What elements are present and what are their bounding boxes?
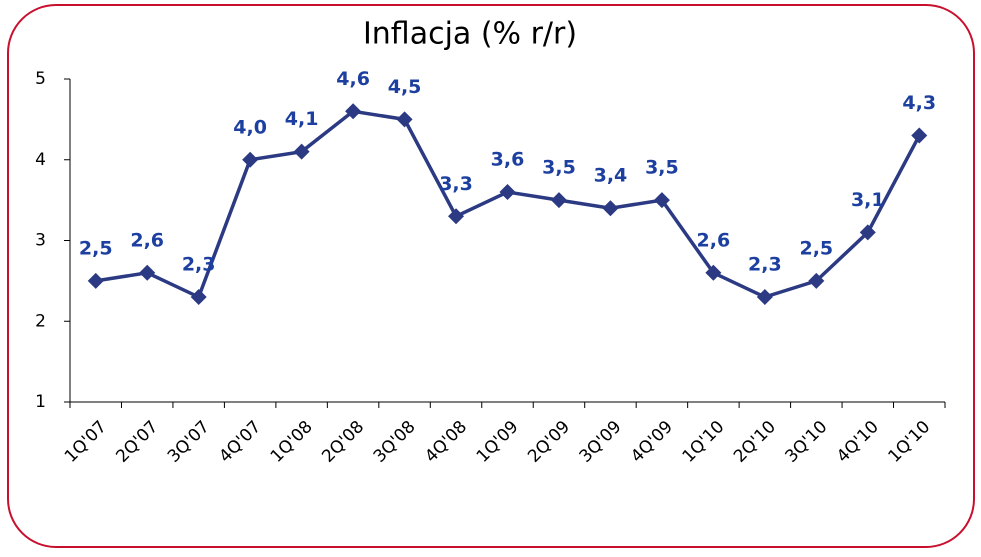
data-point xyxy=(808,272,825,289)
data-point xyxy=(756,289,773,306)
data-label: 3,5 xyxy=(542,157,576,179)
data-point xyxy=(242,151,259,168)
data-point xyxy=(705,264,722,281)
y-tick-label: 2 xyxy=(35,311,46,331)
y-tick-label: 4 xyxy=(35,150,46,170)
data-label: 2,5 xyxy=(79,237,113,259)
data-label: 3,5 xyxy=(645,157,679,179)
data-label: 2,6 xyxy=(697,229,731,251)
data-label: 4,1 xyxy=(285,108,319,130)
data-point xyxy=(602,200,619,217)
data-point xyxy=(396,111,413,128)
data-label: 2,3 xyxy=(748,254,782,276)
data-point xyxy=(499,184,516,201)
data-label: 3,4 xyxy=(594,165,628,187)
data-point xyxy=(345,103,362,120)
data-point xyxy=(911,127,928,144)
data-point xyxy=(293,143,310,160)
data-point xyxy=(448,208,465,225)
data-label: 2,3 xyxy=(182,254,216,276)
data-point xyxy=(653,192,670,209)
data-point xyxy=(550,192,567,209)
data-label: 3,3 xyxy=(439,173,473,195)
data-label: 3,6 xyxy=(491,149,525,171)
data-label: 2,5 xyxy=(799,237,833,259)
data-point xyxy=(859,224,876,241)
data-point xyxy=(190,289,207,306)
y-tick-label: 5 xyxy=(35,69,46,89)
data-label: 4,0 xyxy=(233,116,267,138)
data-label: 4,6 xyxy=(336,68,370,90)
chart-title: Inflacja (% r/r) xyxy=(363,17,577,52)
data-label: 4,5 xyxy=(388,76,422,98)
data-point xyxy=(87,272,104,289)
data-label: 3,1 xyxy=(851,189,885,211)
y-tick-label: 3 xyxy=(35,231,46,251)
data-label: 2,6 xyxy=(130,229,164,251)
data-label: 4,3 xyxy=(902,92,936,114)
data-point xyxy=(139,264,156,281)
y-tick-label: 1 xyxy=(35,392,46,412)
chart-border xyxy=(7,4,975,548)
